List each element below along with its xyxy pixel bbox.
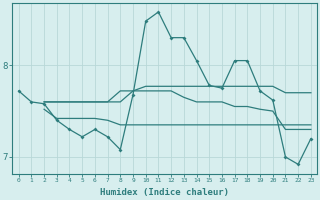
X-axis label: Humidex (Indice chaleur): Humidex (Indice chaleur)	[100, 188, 229, 197]
